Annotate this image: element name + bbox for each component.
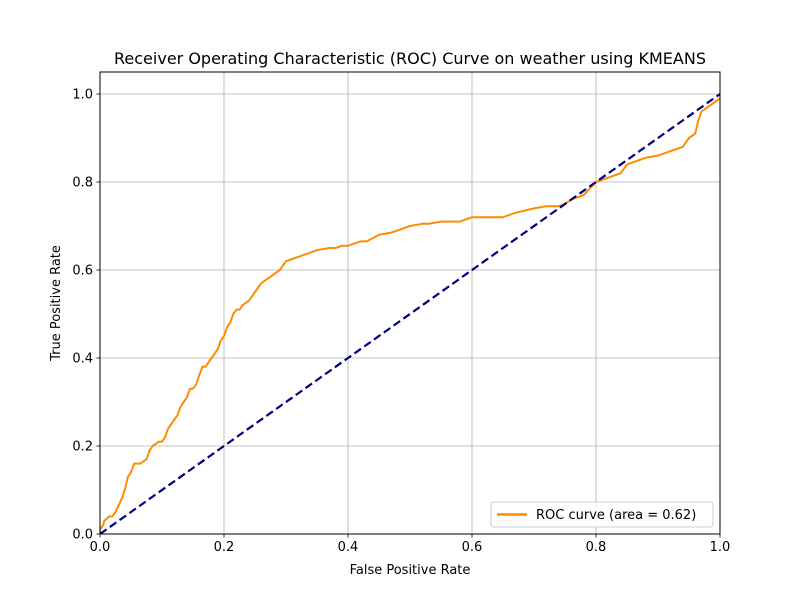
chart-title: Receiver Operating Characteristic (ROC) … xyxy=(114,49,706,68)
chance-diagonal-line xyxy=(100,93,720,534)
y-tick-label: 0.6 xyxy=(72,264,93,279)
y-tick-label: 1.0 xyxy=(72,88,93,103)
y-tick-label: 0.4 xyxy=(72,352,93,367)
x-tick-label: 1.0 xyxy=(710,540,731,555)
legend: ROC curve (area = 0.62) xyxy=(490,501,714,528)
plot-area-frame xyxy=(99,71,721,535)
grid xyxy=(99,72,721,535)
y-tick-label: 0.0 xyxy=(72,528,93,543)
x-axis-label: False Positive Rate xyxy=(350,563,471,578)
x-tick-label: 0.8 xyxy=(586,540,607,555)
y-tick-label: 0.2 xyxy=(72,440,93,455)
legend-label: ROC curve (area = 0.62) xyxy=(536,508,696,523)
x-tick-label: 0.0 xyxy=(90,540,111,555)
x-tick-label: 0.6 xyxy=(462,540,483,555)
x-tick-label: 0.4 xyxy=(338,540,359,555)
legend-box xyxy=(490,501,714,528)
series-group xyxy=(100,93,720,534)
y-tick-label: 0.8 xyxy=(72,176,93,191)
x-tick-label: 0.2 xyxy=(214,540,235,555)
y-axis-label: True Positive Rate xyxy=(49,245,64,362)
axis-ticks: 0.0 0.2 0.4 0.6 0.8 1.0 0.0 0.2 0.4 0.6 0.8 1.0 xyxy=(72,88,730,556)
roc-curve-line xyxy=(100,97,720,534)
